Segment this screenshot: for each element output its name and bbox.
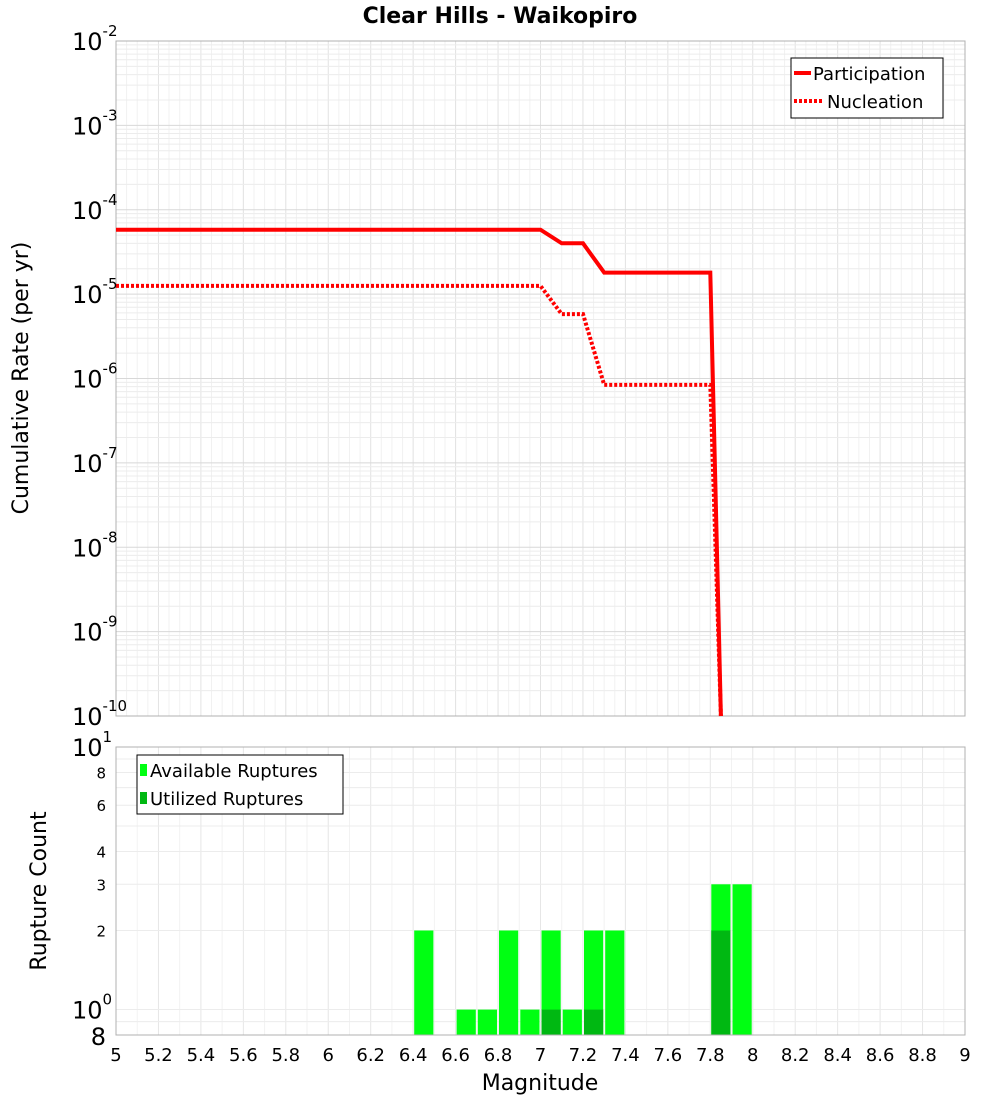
x-tick-label: 5.8 — [271, 1045, 300, 1066]
x-tick-label: 8.6 — [866, 1045, 895, 1066]
x-tick-label: 6.4 — [399, 1045, 428, 1066]
top-y-tick-labels: 10-2 10-3 10-4 10-5 10-6 10-7 10-8 10-9 10-10 — [72, 22, 127, 731]
x-tick-label: 5 — [110, 1045, 121, 1066]
top-y-tick-label: 10-2 — [72, 22, 118, 56]
bottom-y-major-tick-label: 101 — [72, 728, 112, 762]
bar-utilized — [711, 930, 731, 1035]
bar-utilized — [541, 1009, 561, 1035]
x-tick-label: 5.4 — [187, 1045, 216, 1066]
bar-available — [414, 930, 434, 1035]
x-tick-label: 8.8 — [908, 1045, 937, 1066]
x-tick-label: 8.2 — [781, 1045, 810, 1066]
top-y-tick-label: 10-9 — [72, 613, 118, 647]
bottom-y-major-tick-label: 100 — [72, 991, 112, 1025]
bar-available — [562, 1009, 582, 1035]
top-y-tick-label: 10-5 — [72, 275, 118, 309]
bottom-panel-bars — [414, 884, 752, 1035]
top-panel-series — [116, 227, 723, 717]
x-tick-label: 7.2 — [569, 1045, 598, 1066]
x-tick-label: 6.8 — [484, 1045, 513, 1066]
x-tick-label: 6.6 — [441, 1045, 470, 1066]
bottom-y-minor-tick-label: 2 — [96, 923, 106, 941]
x-tick-label: 8.4 — [823, 1045, 852, 1066]
bottom-y-minor-tick-label: 3 — [96, 876, 106, 894]
legend-available-label: Available Ruptures — [150, 761, 318, 782]
x-tick-label: 7 — [535, 1045, 546, 1066]
bar-utilized — [584, 1009, 604, 1035]
top-y-tick-label: 10-4 — [72, 191, 118, 225]
top-y-tick-label: 10-6 — [72, 360, 118, 394]
bar-available — [456, 1009, 476, 1035]
x-tick-label: 7.6 — [654, 1045, 683, 1066]
x-tick-label: 6.2 — [356, 1045, 385, 1066]
x-tick-label: 6 — [323, 1045, 334, 1066]
x-tick-label: 5.2 — [144, 1045, 173, 1066]
top-panel-grid — [115, 41, 966, 717]
x-tick-label: 7.8 — [696, 1045, 725, 1066]
series-participation-line — [116, 227, 723, 717]
bar-available — [477, 1009, 497, 1035]
chart-title: Clear Hills - Waikopiro — [363, 4, 638, 29]
bottom-y-minor-tick-label: 4 — [96, 843, 106, 861]
legend-available-swatch — [140, 764, 147, 776]
bar-available — [584, 930, 604, 1035]
legend-nucleation-label: Nucleation — [827, 92, 923, 113]
top-y-tick-label: 10-3 — [72, 106, 118, 140]
bar-available — [499, 930, 519, 1035]
top-y-tick-label: 10-10 — [72, 697, 127, 731]
x-tick-label: 9 — [959, 1045, 970, 1066]
top-y-tick-label: 10-7 — [72, 444, 118, 478]
x-tick-label: 7.4 — [611, 1045, 640, 1066]
x-tick-label: 5.6 — [229, 1045, 258, 1066]
top-y-axis-label: Cumulative Rate (per yr) — [9, 242, 34, 515]
bottom-y-minor-tick-label: 8 — [91, 1023, 106, 1051]
x-tick-label: 8 — [747, 1045, 758, 1066]
bottom-panel-frame — [115, 746, 966, 1036]
bar-available — [732, 884, 752, 1035]
top-y-tick-label: 10-8 — [72, 528, 118, 562]
x-tick-labels: 5 5.2 5.4 5.6 5.8 6 6.2 6.4 6.6 6.8 7 7.2 7.4 7.6 7.8 8… — [110, 1045, 970, 1066]
legend-utilized-label: Utilized Ruptures — [150, 789, 303, 810]
top-legend-box — [790, 57, 944, 119]
bar-available — [605, 930, 625, 1035]
x-axis-label: Magnitude — [482, 1071, 599, 1096]
bottom-y-axis-label: Rupture Count — [27, 811, 52, 971]
top-panel-frame — [115, 40, 966, 717]
bottom-legend: Available Ruptures Utilized Ruptures — [136, 754, 344, 815]
bar-available — [520, 1009, 540, 1035]
bar-available — [541, 930, 561, 1035]
series-nucleation-line — [116, 283, 723, 717]
bottom-y-minor-tick-label: 8 — [96, 764, 106, 782]
bottom-y-minor-tick-label: 6 — [96, 797, 106, 815]
top-legend: Participation Nucleation — [790, 57, 944, 119]
bottom-legend-box — [136, 754, 344, 815]
legend-participation-label: Participation — [813, 64, 925, 85]
legend-utilized-swatch — [140, 792, 147, 804]
